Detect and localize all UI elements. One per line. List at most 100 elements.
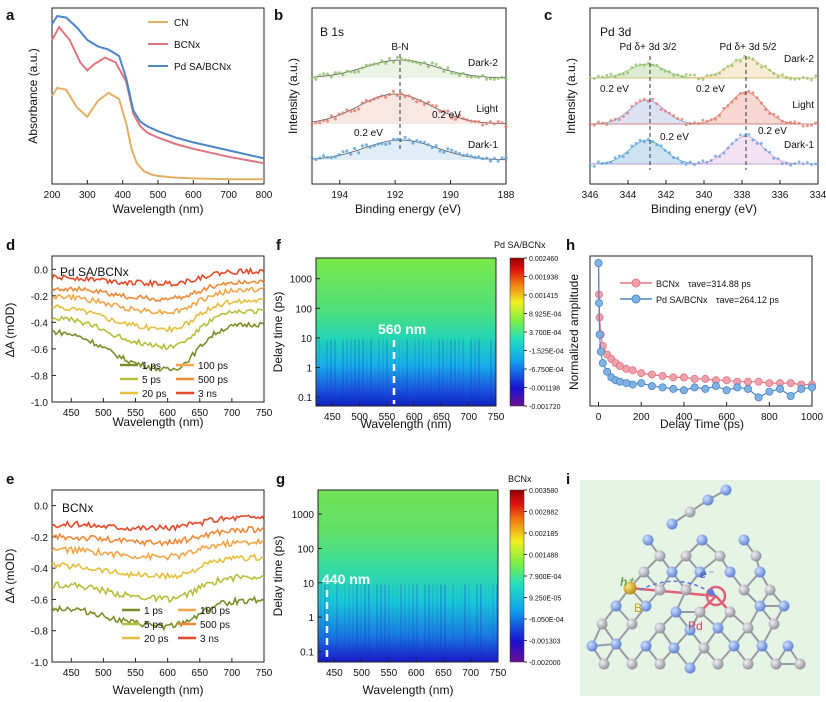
- series-line: [51, 266, 265, 288]
- heatmap-texture: [476, 584, 478, 661]
- data-point: [329, 156, 333, 160]
- colorbar-tick-label: 8.925E-04: [529, 312, 561, 319]
- data-point: [485, 156, 489, 160]
- data-point: [659, 107, 663, 111]
- x-tick-label: 750: [256, 408, 273, 419]
- nitrogen-atom: [640, 640, 652, 652]
- nitrogen-atom: [666, 566, 678, 578]
- y-tick-label: -0.2: [31, 533, 49, 544]
- data-point: [372, 62, 376, 66]
- data-point: [457, 113, 461, 117]
- data-point: [709, 73, 713, 77]
- heatmap-texture: [416, 584, 418, 661]
- data-point: [430, 145, 434, 150]
- x-tick-label: 500: [95, 668, 112, 679]
- y-axis-label-g: Delay time (ps): [271, 536, 285, 617]
- data-point: [461, 71, 465, 75]
- legend-entry: 500 ps: [198, 375, 228, 386]
- data-point: [605, 73, 609, 77]
- data-point: [446, 66, 450, 70]
- data-point: [626, 151, 630, 155]
- data-point: [488, 77, 493, 81]
- data-point: [630, 144, 634, 148]
- electron-arrowhead: [707, 588, 716, 596]
- heatmap-texture: [332, 585, 334, 661]
- data-point: [588, 76, 592, 80]
- nitrogen-atom: [684, 624, 696, 636]
- x-tick-label: 300: [79, 190, 96, 201]
- data-point: [492, 122, 496, 126]
- data-point: [395, 55, 399, 59]
- data-point: [473, 74, 477, 79]
- data-point: [617, 154, 621, 158]
- x-axis-label-g: Wavelength (nm): [363, 683, 454, 697]
- x-tick-label: 700: [220, 190, 237, 201]
- data-point: [638, 138, 642, 142]
- data-point: [391, 89, 396, 93]
- data-point: [730, 142, 734, 146]
- y-tick-label: -1.0: [31, 398, 49, 409]
- data-point: [722, 151, 726, 155]
- data-point: [419, 99, 423, 103]
- legend-entry: 3 ns: [200, 634, 219, 645]
- carbon-atom: [794, 658, 806, 670]
- data-point: [615, 377, 624, 386]
- x-tick-label: 750: [488, 412, 505, 423]
- nitrogen-atom: [754, 600, 766, 612]
- data-point: [419, 140, 423, 144]
- heatmap-texture-f: [318, 339, 496, 405]
- data-point: [628, 380, 637, 389]
- data-point: [658, 371, 667, 380]
- data-point: [395, 137, 399, 141]
- x-tick-label: 346: [582, 190, 599, 201]
- x-tick-label: 342: [658, 190, 675, 201]
- x-tick-label: 650: [433, 412, 450, 423]
- data-point: [380, 59, 384, 63]
- data-point: [376, 96, 380, 100]
- colorbar-g: [509, 489, 525, 663]
- heatmap-texture: [428, 584, 430, 661]
- data-point: [496, 159, 500, 163]
- x-tick-label: 600: [408, 668, 425, 679]
- data-point: [395, 93, 399, 97]
- peak-label-b: B-N: [391, 42, 408, 53]
- legend-entry: 20 ps: [142, 389, 166, 400]
- heatmap-g: [317, 489, 499, 663]
- data-point: [734, 138, 738, 142]
- heatmap-texture: [322, 339, 324, 405]
- data-point: [780, 73, 784, 77]
- data-point: [613, 75, 617, 79]
- x-tick-label: 700: [460, 412, 477, 423]
- data-point: [701, 78, 705, 81]
- data-point: [314, 157, 318, 161]
- heatmap-texture: [434, 339, 436, 405]
- data-point: [469, 154, 473, 158]
- panel-e: e BCNx 450 500 550 600 650 700 750 0.0 -0.2 -0.4 -…: [3, 471, 273, 697]
- data-point: [430, 61, 434, 65]
- data-point: [690, 374, 699, 383]
- data-point: [759, 141, 763, 145]
- data-point: [477, 155, 481, 159]
- x-tick-label: 400: [114, 190, 131, 201]
- data-point: [415, 100, 419, 104]
- data-point: [814, 121, 818, 125]
- series-line: [51, 86, 264, 181]
- data-point: [667, 70, 671, 74]
- data-point: [345, 149, 349, 153]
- data-point: [634, 101, 638, 105]
- data-point: [701, 159, 705, 163]
- data-point: [322, 154, 326, 158]
- heatmap-texture: [340, 585, 342, 661]
- data-point: [310, 155, 314, 159]
- y-tick-label: 1: [308, 613, 314, 624]
- colorbar-tick-label: -1.525E-04: [529, 349, 564, 356]
- nitrogen-atom: [782, 640, 794, 652]
- heatmap-texture: [346, 339, 348, 405]
- data-point: [630, 66, 634, 69]
- colorbar-ticks-f: 0.002460 0.001938 0.001415 8.925E-04 3.700E-…: [524, 256, 564, 411]
- heatmap-texture: [490, 339, 492, 405]
- carbon-atom: [596, 618, 608, 630]
- data-point: [388, 92, 392, 96]
- heatmap-texture: [378, 339, 380, 405]
